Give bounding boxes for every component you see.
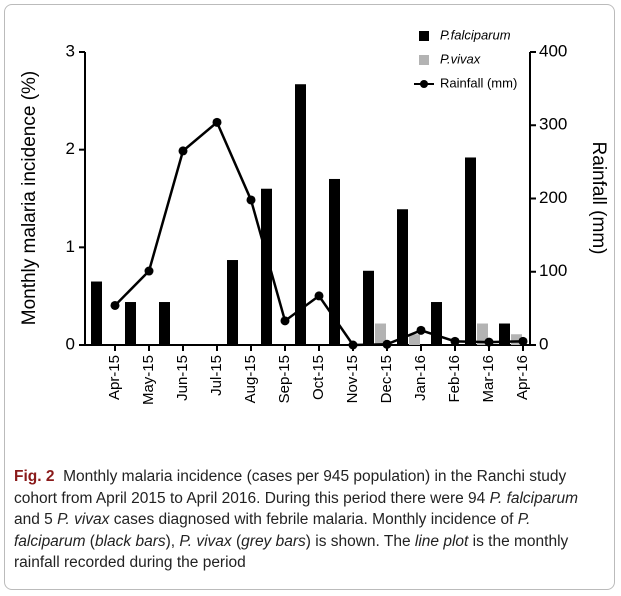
caption-label: Fig. 2 bbox=[14, 468, 55, 485]
bar bbox=[329, 178, 340, 345]
rainfall-point bbox=[178, 146, 188, 156]
x-tick-label: Aug-15 bbox=[242, 355, 259, 403]
caption-text: ( bbox=[85, 532, 95, 550]
rainfall-point bbox=[518, 336, 528, 346]
caption-text: is the monthly rainfall recorded during … bbox=[14, 532, 573, 572]
bar bbox=[397, 209, 408, 345]
legend-swatch bbox=[419, 31, 429, 41]
rainfall-point bbox=[280, 316, 290, 326]
y2-axis-label: Rainfall (mm) bbox=[588, 142, 609, 255]
caption-text: line plot bbox=[414, 532, 469, 550]
caption-text: ( bbox=[231, 532, 242, 550]
y-tick-label: 2 bbox=[66, 139, 75, 158]
legend-label: Rainfall (mm) bbox=[440, 75, 517, 90]
bar bbox=[465, 157, 476, 345]
bar bbox=[227, 260, 238, 345]
rainfall-point bbox=[110, 300, 120, 310]
x-tick-label: Jun-15 bbox=[174, 355, 191, 401]
caption-text: and 5 bbox=[14, 489, 583, 528]
x-tick-label: Apr-16 bbox=[514, 355, 531, 400]
rainfall-line bbox=[114, 120, 524, 347]
bar bbox=[511, 334, 522, 345]
caption: Fig. 2 Monthly malaria incidence (cases … bbox=[14, 466, 604, 574]
rainfall-point bbox=[416, 325, 426, 335]
rainfall-point bbox=[212, 117, 222, 127]
y-tick-label: 1 bbox=[66, 237, 75, 256]
bar bbox=[499, 323, 510, 345]
legend-swatch bbox=[419, 55, 429, 65]
rainfall-point bbox=[450, 336, 460, 346]
x-tick-label: Feb-16 bbox=[446, 355, 463, 403]
y-tick-label: 0 bbox=[66, 334, 75, 353]
caption-text: ), bbox=[165, 532, 180, 550]
bar bbox=[363, 270, 374, 345]
bar bbox=[477, 323, 488, 345]
rainfall-point bbox=[314, 291, 324, 301]
bar bbox=[295, 84, 306, 345]
caption-text: cases diagnosed with febrile malaria. Mo… bbox=[109, 511, 518, 528]
x-tick-label: May-15 bbox=[140, 355, 157, 405]
rainfall-point bbox=[246, 195, 256, 205]
rainfall-point bbox=[144, 266, 154, 276]
bar bbox=[159, 302, 170, 345]
legend-label: P.falciparum bbox=[440, 27, 511, 42]
rainfall-point bbox=[382, 339, 392, 349]
y-axis-label: Monthly malaria incidence (%) bbox=[19, 71, 40, 326]
bar bbox=[91, 281, 102, 345]
x-tick-label: Apr-15 bbox=[106, 355, 123, 400]
x-tick-label: Oct-15 bbox=[310, 355, 327, 400]
x-tick-label: Sep-15 bbox=[276, 355, 293, 403]
bar bbox=[125, 302, 136, 345]
y2-tick-label: 300 bbox=[539, 115, 567, 134]
caption-text: black bars bbox=[94, 532, 166, 550]
caption-text: P. vivax bbox=[179, 532, 232, 550]
x-tick-label: Jul-15 bbox=[208, 355, 225, 396]
x-tick-label: Jan-16 bbox=[412, 355, 429, 401]
y-tick-label: 3 bbox=[66, 41, 75, 60]
x-tick-label: Nov-15 bbox=[344, 355, 361, 403]
bar bbox=[409, 334, 420, 345]
rainfall-point bbox=[348, 340, 358, 350]
caption-text: ) is shown. The bbox=[305, 532, 415, 550]
y2-tick-label: 400 bbox=[539, 41, 567, 60]
bar bbox=[375, 323, 386, 345]
bar bbox=[261, 188, 272, 345]
rainfall-point bbox=[484, 337, 494, 347]
figure-frame bbox=[4, 4, 615, 590]
caption-text: grey bars bbox=[241, 532, 306, 550]
chart: Monthly malaria incidence (%) Rainfall (… bbox=[19, 27, 609, 405]
legend-swatch bbox=[420, 80, 428, 88]
caption-text: P. falciparum bbox=[14, 511, 535, 550]
x-tick-label: Mar-16 bbox=[480, 355, 497, 403]
y2-tick-label: 100 bbox=[539, 261, 567, 280]
bar bbox=[431, 302, 442, 345]
caption-text: P. falciparum bbox=[489, 489, 579, 507]
caption-text: Monthly malaria incidence (cases per 945… bbox=[14, 468, 571, 507]
y2-tick-label: 200 bbox=[539, 188, 567, 207]
x-tick-label: Dec-15 bbox=[378, 355, 395, 403]
legend-label: P.vivax bbox=[440, 51, 481, 66]
y2-tick-label: 0 bbox=[539, 334, 548, 353]
caption-text: P. vivax bbox=[57, 511, 110, 528]
